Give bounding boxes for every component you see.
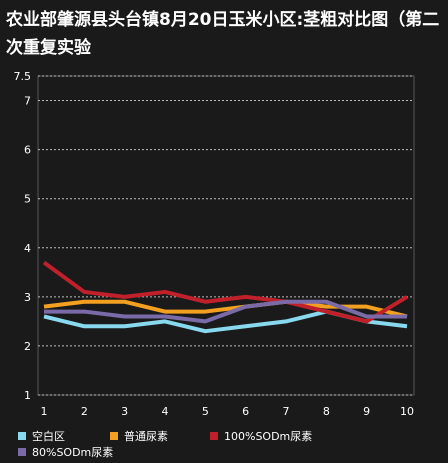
plot-area [37,75,415,396]
x-tick-label: 3 [121,405,128,418]
y-tick-label: 2 [24,340,31,353]
y-tick-label: 3 [24,291,31,304]
legend-swatch [110,432,118,440]
y-tick-label: 6 [24,144,31,157]
y-tick-label: 1 [24,389,31,402]
legend-item: 80%SODm尿素 [18,444,113,460]
legend-label: 100%SODm尿素 [224,430,313,443]
x-tick-label: 2 [81,405,88,418]
legend-swatch [210,432,218,440]
chart-title: 农业部肇源县头台镇8月20日玉米小区:茎粗对比图（第二次重复实验 [6,10,440,58]
legend-item: 普通尿素 [110,428,168,444]
legend-swatch [18,432,26,440]
series-line-3 [42,260,409,324]
legend-label: 80%SODm尿素 [32,446,114,459]
legend-item: 100%SODm尿素 [210,428,312,444]
y-tick-label: 5 [24,193,31,206]
legend-swatch [18,448,26,456]
y-tick-label: 7 [24,95,31,108]
x-tick-label: 5 [202,405,209,418]
series-line-2 [43,299,408,319]
legend-label: 空白区 [32,430,65,443]
x-tick-label: 9 [363,405,370,418]
x-tick-label: 4 [162,405,169,418]
y-tick-label: 4 [24,242,31,255]
series-line-4 [44,299,407,324]
x-tick-label: 6 [242,405,249,418]
x-tick-label: 10 [400,405,414,418]
legend-label: 普通尿素 [124,430,168,443]
y-tick-label: 7.5 [14,70,32,83]
x-tick-label: 1 [41,405,48,418]
legend-item: 空白区 [18,428,65,444]
x-tick-label: 7 [283,405,290,418]
x-tick-label: 8 [323,405,330,418]
